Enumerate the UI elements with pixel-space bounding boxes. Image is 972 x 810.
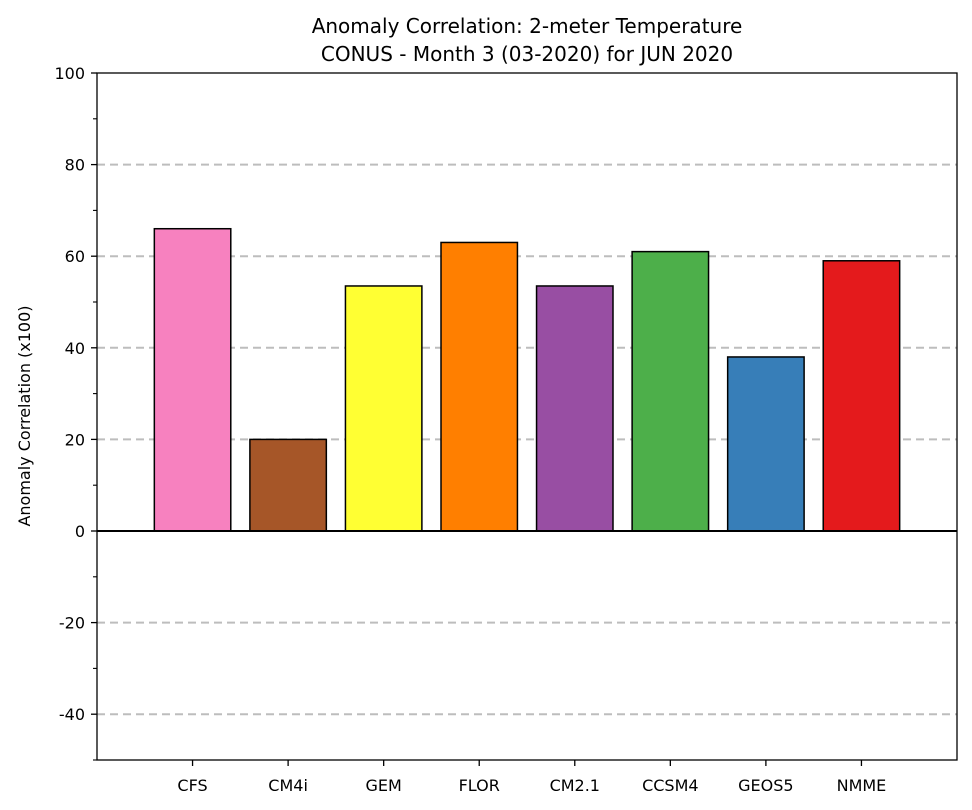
bar-cfs — [153, 227, 232, 532]
bar-geos5 — [726, 356, 805, 532]
y-tick-label: 0 — [75, 522, 85, 541]
x-tick-label: CM4i — [268, 776, 308, 795]
axis-ticks: -40 -20 0 20 40 60 80 100 CFS CM4i GEM FLOR CM2.1 CCS… — [54, 64, 886, 795]
x-tick-label: FLOR — [459, 776, 500, 795]
chart-title-line2: CONUS - Month 3 (03-2020) for JUN 2020 — [321, 42, 733, 66]
bar-flor — [440, 241, 519, 532]
y-tick-label: -20 — [59, 614, 85, 633]
x-tick-label: CFS — [177, 776, 207, 795]
grid-lines — [97, 163, 957, 716]
y-tick-label: 40 — [65, 339, 85, 358]
bar-cm4i — [249, 438, 328, 532]
y-tick-label: 100 — [54, 64, 85, 83]
x-tick-label: GEOS5 — [738, 776, 793, 795]
chart-title-line1: Anomaly Correlation: 2-meter Temperature — [312, 14, 743, 38]
y-tick-label: 20 — [65, 430, 85, 449]
bars — [153, 227, 901, 532]
y-axis-label: Anomaly Correlation (x100) — [15, 305, 34, 526]
bar-gem — [344, 285, 423, 532]
plot-frame — [96, 72, 958, 761]
x-tick-label: CM2.1 — [550, 776, 600, 795]
y-tick-label: 60 — [65, 247, 85, 266]
x-tick-label: CCSM4 — [642, 776, 698, 795]
x-tick-label: GEM — [366, 776, 402, 795]
y-tick-label: -40 — [59, 705, 85, 724]
bar-ccsm4 — [631, 250, 710, 532]
y-tick-label: 80 — [65, 156, 85, 175]
x-tick-label: NMME — [837, 776, 887, 795]
bar-nmme — [822, 260, 901, 532]
bar-cm2-1 — [535, 285, 614, 532]
